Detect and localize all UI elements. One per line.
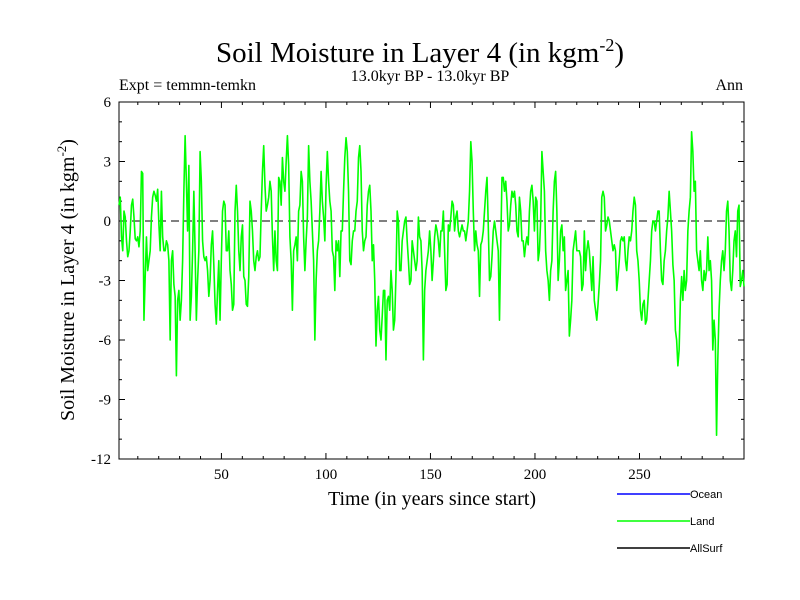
x-tick-label: 200 bbox=[524, 467, 547, 483]
x-axis-label: Time (in years since start) bbox=[328, 488, 536, 510]
legend-label-land: Land bbox=[690, 516, 714, 528]
x-tick-label: 250 bbox=[628, 467, 651, 483]
y-tick-label: 3 bbox=[104, 155, 112, 171]
y-tick-label: -12 bbox=[91, 452, 111, 468]
expt-label: Expt = temmn-temkn bbox=[119, 77, 256, 94]
chart-title: Soil Moisture in Layer 4 (in kgm-2) bbox=[216, 35, 624, 69]
y-axis-label: Soil Moisture in Layer 4 (in kgm-2) bbox=[54, 139, 79, 421]
chart-title-superscript: -2 bbox=[599, 35, 614, 55]
season-label: Ann bbox=[715, 77, 743, 94]
y-axis-label-superscript: -2 bbox=[54, 146, 69, 157]
axis-ticks: 6 3 0 -3 -6 -9 -12 50 100 150 200 250 bbox=[91, 95, 744, 483]
y-tick-label: -9 bbox=[99, 393, 112, 409]
series-line-land bbox=[118, 130, 745, 437]
y-tick-label: -3 bbox=[99, 274, 112, 290]
y-axis-label-close: ) bbox=[57, 139, 79, 146]
chart-title-close: ) bbox=[614, 37, 624, 69]
legend-label-allsurf: AllSurf bbox=[690, 543, 723, 555]
legend-label-ocean: Ocean bbox=[690, 489, 722, 501]
series-group bbox=[118, 130, 745, 437]
x-tick-label: 50 bbox=[214, 467, 229, 483]
chart-title-main: Soil Moisture in Layer 4 (in kgm bbox=[216, 37, 600, 69]
y-axis-label-main: Soil Moisture in Layer 4 (in kgm bbox=[57, 156, 79, 421]
x-tick-label: 150 bbox=[419, 467, 442, 483]
y-tick-label: 0 bbox=[104, 214, 112, 230]
y-tick-label: -6 bbox=[99, 333, 112, 349]
x-tick-label: 100 bbox=[315, 467, 338, 483]
y-tick-label: 6 bbox=[104, 95, 112, 111]
legend: Ocean Land AllSurf bbox=[617, 489, 723, 555]
chart-subtitle: 13.0kyr BP - 13.0kyr BP bbox=[351, 68, 510, 85]
